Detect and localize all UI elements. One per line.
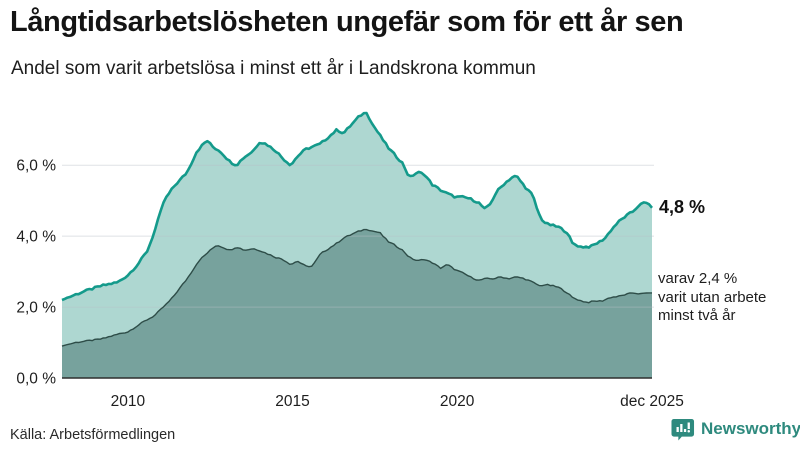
y-tick-label: 4,0 % xyxy=(16,229,56,246)
breakdown-line-3: minst två år xyxy=(658,307,736,324)
newsworthy-logo-icon xyxy=(671,418,695,441)
breakdown-annotation: varav 2,4 % varit utan arbete minst två … xyxy=(658,270,766,326)
newsworthy-brand-name: Newsworthy xyxy=(701,419,800,438)
newsworthy-brand: Newsworthy xyxy=(671,417,800,441)
latest-value-label: 4,8 % xyxy=(659,197,706,217)
breakdown-line-2: varit utan arbete xyxy=(658,288,767,306)
page-title: Långtidsarbetslösheten ungefär som för e… xyxy=(10,6,684,38)
breakdown-line-1: varav 2,4 % xyxy=(658,270,738,287)
x-tick-label: 2015 xyxy=(275,393,309,410)
page-subtitle: Andel som varit arbetslösa i minst ett å… xyxy=(11,58,536,79)
line-unemployed-1yr xyxy=(61,111,654,302)
y-tick-label: 0,0 % xyxy=(16,371,56,388)
area-unemployed-2yr xyxy=(62,229,652,378)
source-credit: Källa: Arbetsförmedlingen xyxy=(10,427,176,443)
unemployment-area-chart: 0,0 % 2,0 % 4,0 % 6,0 % 2010 2015 2020 dec 2025 xyxy=(16,111,684,410)
y-tick-label: 6,0 % xyxy=(16,158,56,175)
x-tick-label: dec 2025 xyxy=(620,393,684,410)
x-tick-label: 2020 xyxy=(440,393,475,410)
chart-area: 0,0 % 2,0 % 4,0 % 6,0 % 2010 2015 2020 dec 2025 xyxy=(0,95,800,415)
x-tick-label: 2010 xyxy=(111,393,146,410)
line-unemployed-2yr xyxy=(61,228,652,347)
y-tick-label: 2,0 % xyxy=(16,300,56,317)
